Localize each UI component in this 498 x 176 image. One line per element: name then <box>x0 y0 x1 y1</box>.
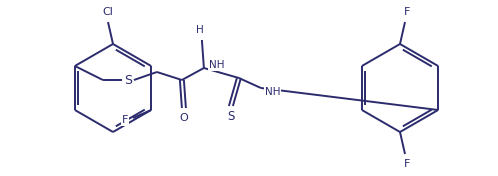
Text: S: S <box>124 74 132 86</box>
Text: Cl: Cl <box>103 7 114 17</box>
Text: F: F <box>404 7 410 17</box>
Text: NH: NH <box>265 87 280 97</box>
Text: H: H <box>196 25 204 35</box>
Text: S: S <box>227 109 235 122</box>
Text: NH: NH <box>209 60 225 70</box>
Text: F: F <box>122 115 128 125</box>
Text: O: O <box>179 113 188 123</box>
Text: F: F <box>404 159 410 169</box>
